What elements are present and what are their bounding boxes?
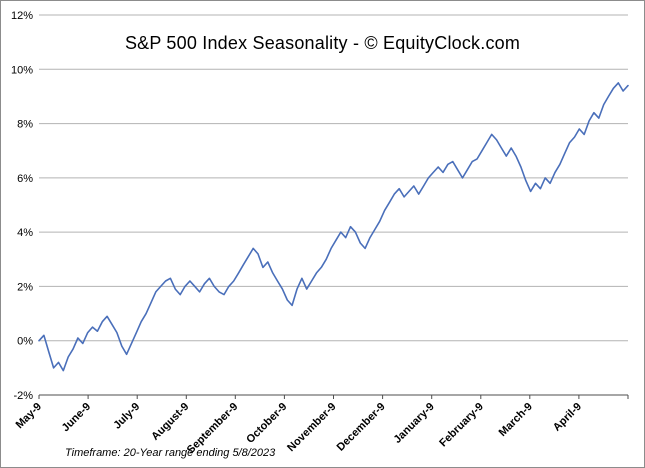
chart-title: S&P 500 Index Seasonality - © EquityCloc… <box>124 33 521 53</box>
timeframe-note: Timeframe: 20-Year range ending 5/8/2023 <box>65 447 276 459</box>
y-axis-label: 8% <box>17 119 33 131</box>
y-axis-label: 4% <box>17 227 33 239</box>
x-axis-label: January-9 <box>392 401 437 446</box>
x-axis-label: July-9 <box>111 401 142 432</box>
y-axis-label: -2% <box>13 390 33 402</box>
x-axis-ticks <box>38 395 629 399</box>
y-axis-label: 12% <box>11 10 33 22</box>
x-axis-label: February-9 <box>437 401 486 450</box>
y-axis-label: 6% <box>17 173 33 185</box>
x-axis-label: August-9 <box>149 401 191 443</box>
y-axis-labels: -2% 0% 2% 4% 6% 8% 10% 12% <box>11 10 33 402</box>
x-axis-label: April-9 <box>551 401 584 434</box>
y-axis-label: 2% <box>17 281 33 293</box>
x-axis-label: May-9 <box>14 401 45 432</box>
gridlines <box>39 14 628 396</box>
y-axis-label: 10% <box>11 64 33 76</box>
x-axis-label: December-9 <box>335 401 388 454</box>
x-axis-label: November-9 <box>285 401 338 454</box>
y-axis-label: 0% <box>17 336 33 348</box>
series-line <box>38 82 629 372</box>
x-axis-label: March-9 <box>497 401 535 439</box>
x-axis-label: June-9 <box>60 401 94 435</box>
x-axis-label: October-9 <box>244 401 289 446</box>
